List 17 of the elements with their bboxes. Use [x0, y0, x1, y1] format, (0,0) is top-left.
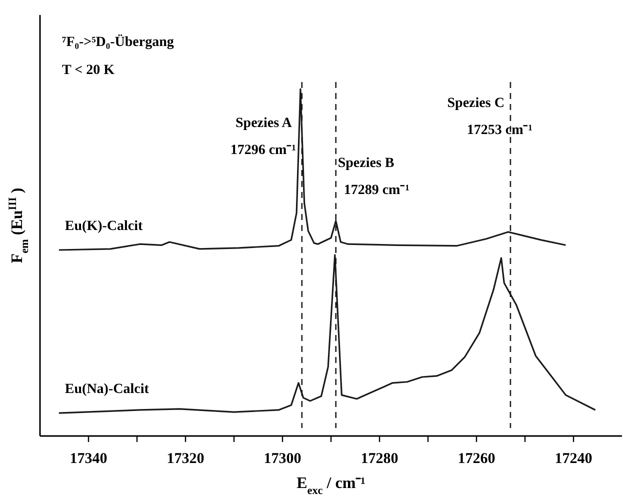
text: ⁷F₀->⁵D₀-Übergang: [62, 34, 174, 50]
x-tick-label: 17280: [360, 451, 398, 467]
annotation: 17289 cm⁻¹: [344, 183, 410, 198]
x-tick-label: 17340: [70, 451, 108, 467]
x-tick-label: 17240: [554, 451, 592, 467]
annotation: 17253 cm⁻¹: [466, 123, 532, 138]
ref-line-label: Spezies C: [447, 96, 504, 111]
ref-line-label: Spezies A: [236, 116, 293, 131]
x-tick-label: 17320: [166, 451, 204, 467]
series-label: Eu(K)-Calcit: [64, 219, 144, 234]
x-tick-label: 17300: [264, 451, 302, 467]
series-label: Eu(Na)-Calcit: [64, 382, 150, 398]
x-axis-title: E$_{exc}$ / cm⁻¹: [296, 475, 366, 497]
x-tick-label: 17260: [458, 451, 496, 467]
text: T < 20 K: [62, 63, 115, 78]
annotation: 17296 cm⁻¹: [230, 143, 296, 158]
ref-line-label: Spezies B: [338, 156, 394, 171]
